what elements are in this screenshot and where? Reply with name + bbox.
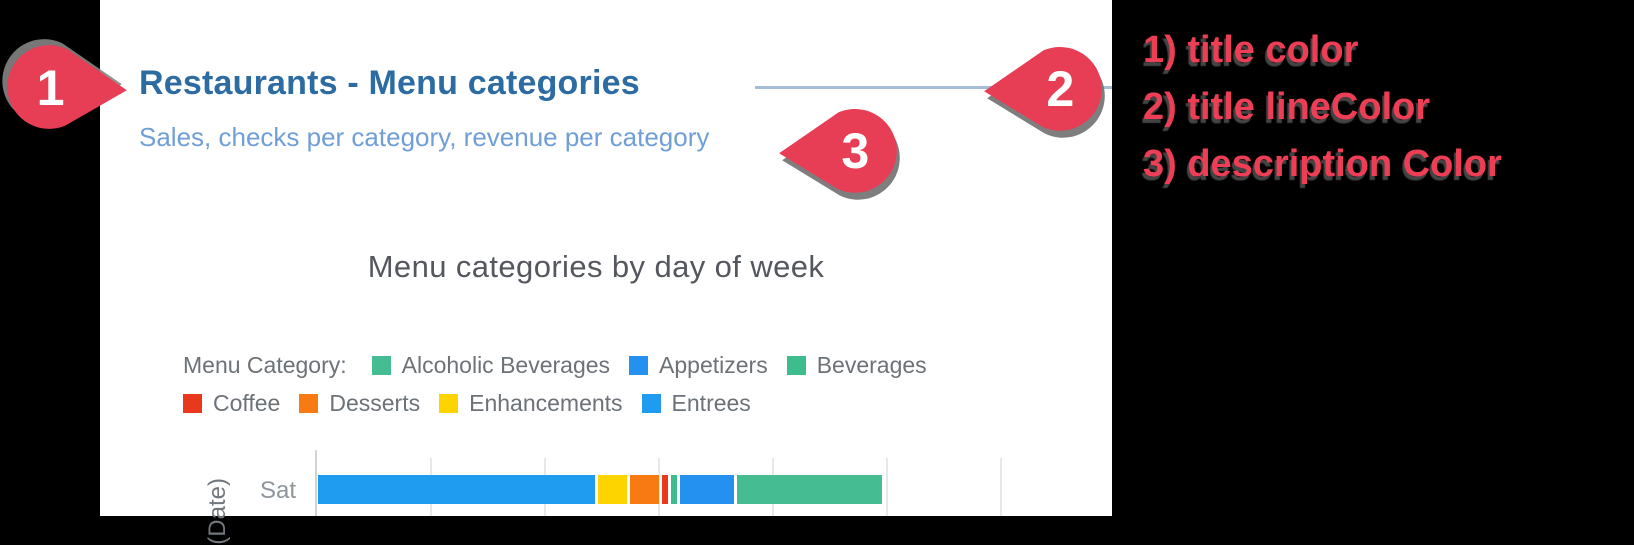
marker-number: 1 <box>37 60 65 116</box>
gridline <box>1000 458 1002 516</box>
gridline <box>886 458 888 516</box>
legend-title: Menu Category: <box>183 351 347 378</box>
bar-segment-desserts[interactable] <box>630 475 659 504</box>
legend-label: Desserts <box>329 389 421 416</box>
callout-marker-3: 3 <box>779 108 897 193</box>
panel-description: Sales, checks per category, revenue per … <box>139 122 710 152</box>
bar-segment-beverages[interactable] <box>671 475 677 504</box>
legend-label: Entrees <box>671 389 751 416</box>
panel-title-line <box>755 86 1112 89</box>
legend-label: Beverages <box>816 351 927 378</box>
y-axis-line <box>315 450 317 516</box>
legend-label: Coffee <box>213 389 281 416</box>
legend-item-enhancements[interactable]: Enhancements <box>439 389 623 417</box>
legend-swatch <box>629 355 649 375</box>
callout-marker-1: 1 <box>7 45 127 129</box>
stacked-bar-sat <box>318 475 883 504</box>
annotation-note-line: 1) title color <box>1143 29 1359 71</box>
chart-title: Menu categories by day of week <box>367 249 825 284</box>
legend-item-entrees[interactable]: Entrees <box>641 389 751 417</box>
legend-item-beverages[interactable]: Beverages <box>786 351 927 379</box>
legend-item-coffee[interactable]: Coffee <box>183 390 280 417</box>
bar-segment-alcoholic-beverages[interactable] <box>737 475 882 504</box>
teardrop-shape <box>779 108 897 193</box>
marker-number: 3 <box>841 123 869 179</box>
annotation-note-line: 3) description Color <box>1143 143 1502 185</box>
legend-swatch <box>183 393 202 413</box>
legend-swatch <box>299 393 319 413</box>
legend-item-alcoholic-beverages[interactable]: Alcoholic Beverages <box>371 351 611 379</box>
annotation-note-line: 2) title lineColor <box>1143 86 1431 128</box>
legend-label: Appetizers <box>659 351 768 378</box>
legend-swatch <box>786 355 806 375</box>
legend-row: Menu Category: Alcoholic Beverages Appetiz… <box>183 346 983 384</box>
annotation-notes: 1) title color 2) title lineColor 3) descr… <box>1143 22 1502 193</box>
callout-marker-2: 2 <box>984 46 1102 131</box>
legend-swatch <box>439 393 459 413</box>
legend-swatch <box>641 393 661 413</box>
bar-segment-appetizers[interactable] <box>680 475 734 504</box>
teardrop-shape <box>984 46 1102 131</box>
legend-swatch <box>371 355 391 375</box>
legend-label: Alcoholic Beverages <box>401 351 611 378</box>
bar-segment-coffee[interactable] <box>662 475 668 504</box>
legend-item-appetizers[interactable]: Appetizers <box>629 352 768 379</box>
bar-segment-entrees[interactable] <box>318 475 595 504</box>
category-tick-label: Sat <box>259 477 296 504</box>
chart-legend: Menu Category: Alcoholic Beverages Appetiz… <box>183 346 983 422</box>
legend-item-desserts[interactable]: Desserts <box>299 390 420 417</box>
bar-segment-enhancements[interactable] <box>598 475 627 504</box>
gridline <box>658 458 660 516</box>
teardrop-shape <box>7 45 127 129</box>
panel-title: Restaurants - Menu categories <box>139 64 640 102</box>
legend-row: Coffee Desserts Enhancements Entrees <box>183 384 983 422</box>
legend-label: Enhancements <box>469 389 623 416</box>
marker-number: 2 <box>1046 61 1074 117</box>
